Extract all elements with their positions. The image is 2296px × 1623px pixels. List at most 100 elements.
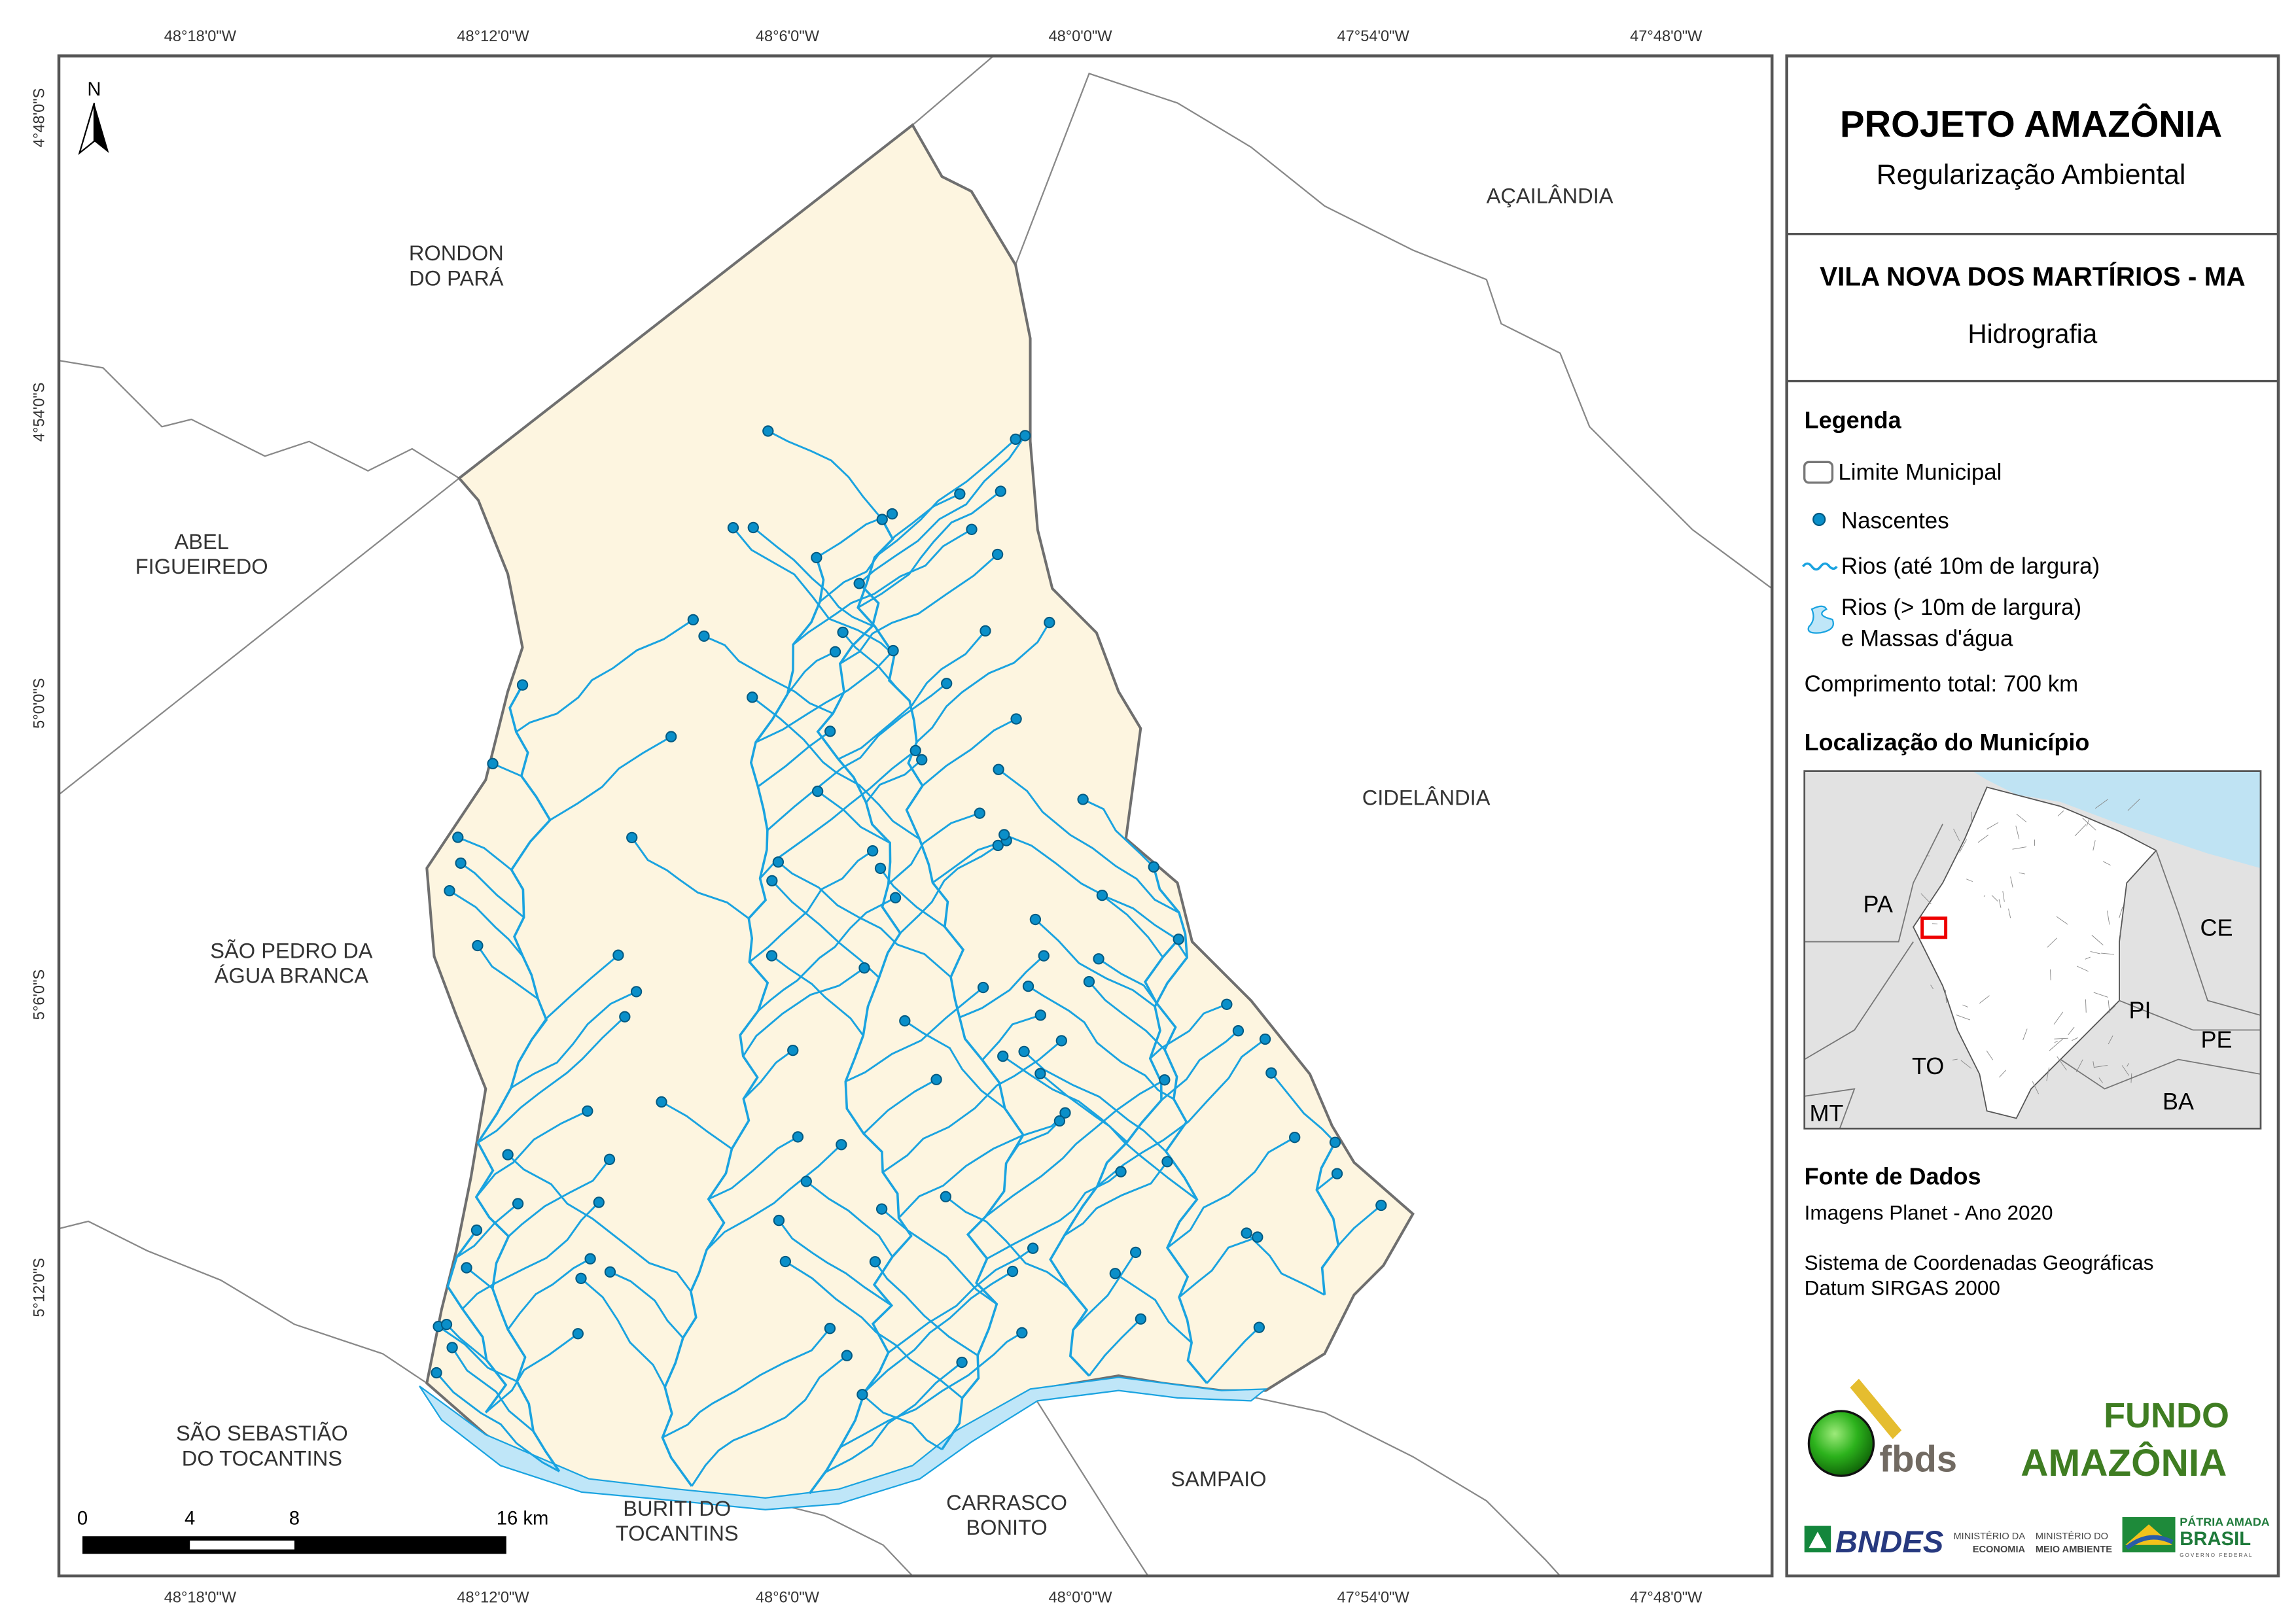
map-theme: Hidrografia	[1968, 319, 2097, 349]
svg-text:Imagens Planet - Ano 2020: Imagens Planet - Ano 2020	[1805, 1201, 2053, 1225]
legend-spring-icon	[1812, 512, 1826, 527]
river	[879, 867, 945, 928]
river	[921, 718, 1017, 787]
spring-point	[1059, 1107, 1071, 1119]
spring-point	[516, 679, 529, 691]
river	[516, 619, 694, 733]
river	[861, 1393, 943, 1450]
river	[1049, 866, 1189, 1377]
inset-municipality-line	[1991, 895, 1998, 902]
svg-text:MINISTÉRIO DA: MINISTÉRIO DA	[1954, 1531, 2026, 1542]
river	[777, 861, 952, 978]
spring-point	[444, 884, 455, 897]
inset-municipality-line	[2012, 846, 2027, 850]
state-pe: PE	[2201, 1026, 2233, 1053]
north-arrow-icon: N	[78, 79, 109, 156]
spring-point	[1115, 1166, 1127, 1178]
river	[460, 862, 525, 918]
longitude-label: 48°6'0"W	[756, 1590, 820, 1607]
river	[792, 529, 972, 646]
ministries-logo: MINISTÉRIO DA ECONOMIA MINISTÉRIO DO MEI…	[1954, 1531, 2113, 1555]
spring-point	[452, 831, 464, 843]
spring-point	[869, 1256, 881, 1268]
label-buriti: BURITI DO	[623, 1496, 731, 1520]
river	[771, 954, 864, 1036]
inset-municipality-line	[2093, 992, 2108, 998]
spring-point	[841, 1350, 853, 1361]
panel-title: PROJETO AMAZÔNIA	[1840, 103, 2222, 145]
spring-point	[836, 1139, 847, 1151]
spring-point	[829, 646, 841, 658]
inset-municipality-line	[2085, 999, 2087, 1013]
spring-point	[1055, 1035, 1067, 1047]
river	[461, 1201, 600, 1310]
inset-municipality-line	[2101, 952, 2115, 955]
river	[839, 1332, 1023, 1448]
river	[1144, 938, 1208, 1384]
river	[456, 1202, 519, 1259]
label-abel: ABEL	[174, 529, 228, 553]
latitude-label: 4°48'0"S	[31, 88, 48, 148]
inset-municipality-line	[2108, 1035, 2113, 1045]
inset-municipality-line	[2085, 956, 2091, 960]
spring-point	[1221, 998, 1233, 1010]
latitude-label: 4°54'0"S	[31, 383, 48, 442]
spring-point	[811, 785, 824, 797]
inset-municipality-line	[1956, 1014, 1971, 1021]
spring-point	[992, 839, 1004, 852]
inset-municipality-line	[2121, 1065, 2130, 1076]
spring-point	[1016, 1327, 1028, 1339]
inset-municipality-line	[2022, 1028, 2028, 1041]
spring-point	[446, 1342, 458, 1353]
spring-point	[800, 1176, 812, 1187]
river	[985, 1079, 1165, 1218]
label-rondon: RONDON	[409, 241, 504, 265]
spring-point	[811, 551, 822, 564]
river	[932, 839, 1007, 884]
inset-municipality-line	[2095, 799, 2108, 809]
inset-municipality-line	[1983, 895, 1986, 897]
spring-point	[656, 1096, 667, 1108]
spring-point	[1038, 950, 1050, 962]
spring-point	[980, 625, 991, 637]
legend-river-icon	[1802, 562, 1838, 571]
spring-point	[1053, 1115, 1066, 1127]
river	[1178, 1236, 1258, 1299]
spring-point	[1029, 913, 1042, 926]
spring-point	[1161, 1156, 1173, 1168]
inset-municipality-line	[2054, 1038, 2068, 1039]
river	[1101, 894, 1164, 958]
spring-point	[1109, 1268, 1121, 1280]
inset-municipality-line	[2049, 969, 2051, 981]
river	[1337, 1204, 1382, 1246]
svg-text:MINISTÉRIO DO: MINISTÉRIO DO	[2036, 1531, 2108, 1542]
large-river-tocantins	[419, 1376, 1268, 1510]
spring-point	[582, 1105, 593, 1117]
spring-point	[773, 1214, 785, 1227]
inset-municipality-line	[2010, 876, 2013, 888]
municipality-name: VILA NOVA DOS MARTÍRIOS - MA	[1820, 261, 2245, 291]
inset-municipality-line	[2082, 817, 2096, 831]
spring-point	[1034, 1068, 1046, 1079]
spring-point	[1265, 1067, 1277, 1079]
spring-point	[1018, 1045, 1030, 1058]
panel-subtitle: Regularização Ambiental	[1877, 159, 2186, 190]
river	[1206, 1327, 1260, 1384]
river	[1114, 1272, 1193, 1344]
spring-point	[747, 521, 759, 534]
inset-municipality-line	[1977, 834, 1989, 843]
river	[1005, 1120, 1061, 1164]
spring-point	[1129, 1246, 1142, 1259]
svg-text:GOVERNO FEDERAL: GOVERNO FEDERAL	[2180, 1552, 2253, 1558]
inset-municipality-line	[1999, 1070, 2007, 1078]
river	[759, 750, 917, 879]
spring-point	[998, 829, 1010, 841]
spring-point	[1232, 1025, 1245, 1037]
river	[898, 1112, 1066, 1219]
inset-municipality-line	[2091, 935, 2104, 946]
fbds-logo: fbds	[1807, 1378, 1957, 1479]
longitude-label: 48°6'0"W	[756, 28, 820, 45]
spring-point	[916, 754, 928, 766]
inset-municipality-line	[2068, 1026, 2075, 1036]
